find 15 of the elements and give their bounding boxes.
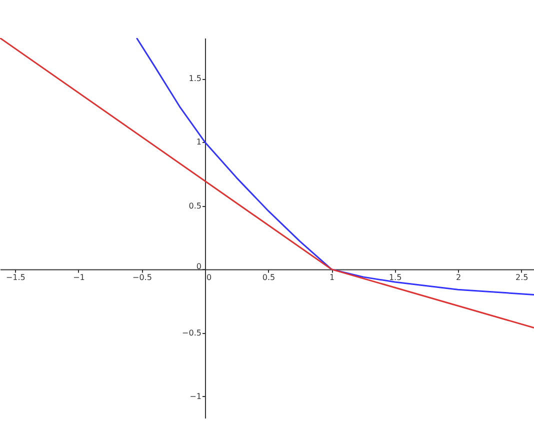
y-tick-label: −0.5 bbox=[182, 328, 202, 338]
x-tick-label: 0 bbox=[206, 272, 212, 282]
x-tick-label: 2 bbox=[456, 272, 462, 282]
y-tick-label: −1 bbox=[190, 392, 202, 401]
y-tick-label: 0.5 bbox=[188, 201, 202, 210]
x-tick-label: 0.5 bbox=[262, 272, 276, 282]
x-tick-label: −1 bbox=[73, 272, 85, 282]
x-tick-label: −0.5 bbox=[132, 272, 152, 282]
x-tick-label: −1.5 bbox=[6, 272, 26, 282]
x-tick-label: 1.5 bbox=[388, 272, 402, 282]
y-tick-label: 1 bbox=[196, 138, 202, 147]
y-tick-label: 1.5 bbox=[188, 74, 202, 84]
y-tick-label: 0 bbox=[196, 262, 202, 271]
x-tick-label: 1 bbox=[329, 272, 335, 282]
x-tick-label: 2.5 bbox=[515, 272, 528, 282]
